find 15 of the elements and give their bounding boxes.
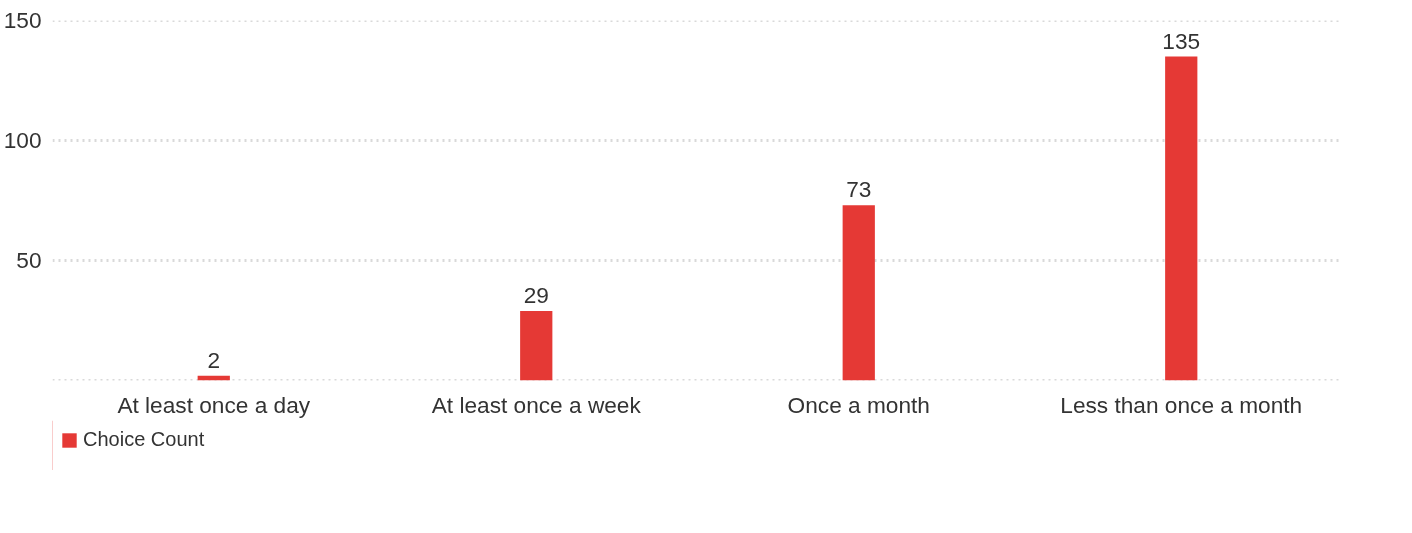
bar: [1165, 56, 1198, 381]
bar: [520, 310, 553, 381]
data-label: 29: [523, 281, 549, 308]
x-tick-label: At least once a week: [431, 391, 642, 418]
data-label: 2: [207, 346, 221, 373]
y-tick-label: 100: [3, 127, 42, 153]
x-tick-label: Less than once a month: [1060, 391, 1303, 418]
y-tick-label: 50: [16, 247, 42, 273]
y-tick-label: 150: [3, 7, 42, 33]
x-tick-label: Once a month: [787, 391, 930, 418]
legend-label: Choice Count: [83, 428, 205, 451]
data-label: 73: [846, 176, 872, 203]
bar: [842, 205, 875, 381]
data-label: 135: [1162, 27, 1201, 54]
x-tick-label: At least once a day: [117, 391, 311, 418]
